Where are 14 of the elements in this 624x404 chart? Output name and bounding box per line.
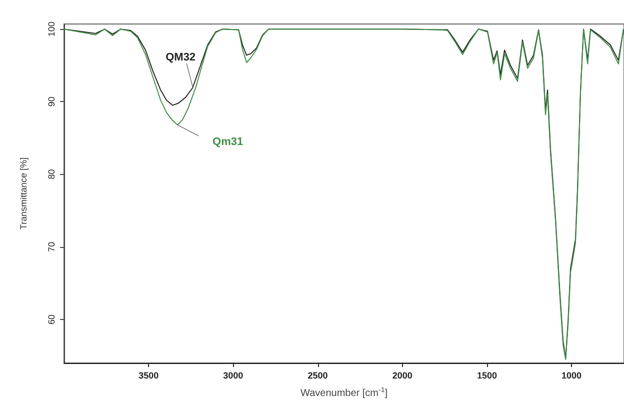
x-tick-label: 1000 — [562, 370, 582, 380]
annotation: Qm31 — [212, 136, 244, 148]
x-tick-label: 3000 — [223, 370, 244, 380]
y-tick-label: 90 — [46, 96, 56, 107]
x-tick-label: 2000 — [392, 370, 412, 380]
annotation: QM32 — [166, 51, 196, 64]
y-axis-title: Transmittance [%] — [18, 157, 28, 230]
y-tick-label: 60 — [46, 314, 56, 324]
x-tick-label: 1500 — [476, 370, 497, 380]
y-tick-label: 70 — [46, 242, 56, 252]
x-tick-label: 3500 — [138, 370, 159, 380]
y-tick-label: 80 — [46, 169, 56, 180]
x-tick-label: 2500 — [308, 370, 328, 380]
y-tick-label: 100 — [46, 22, 56, 37]
